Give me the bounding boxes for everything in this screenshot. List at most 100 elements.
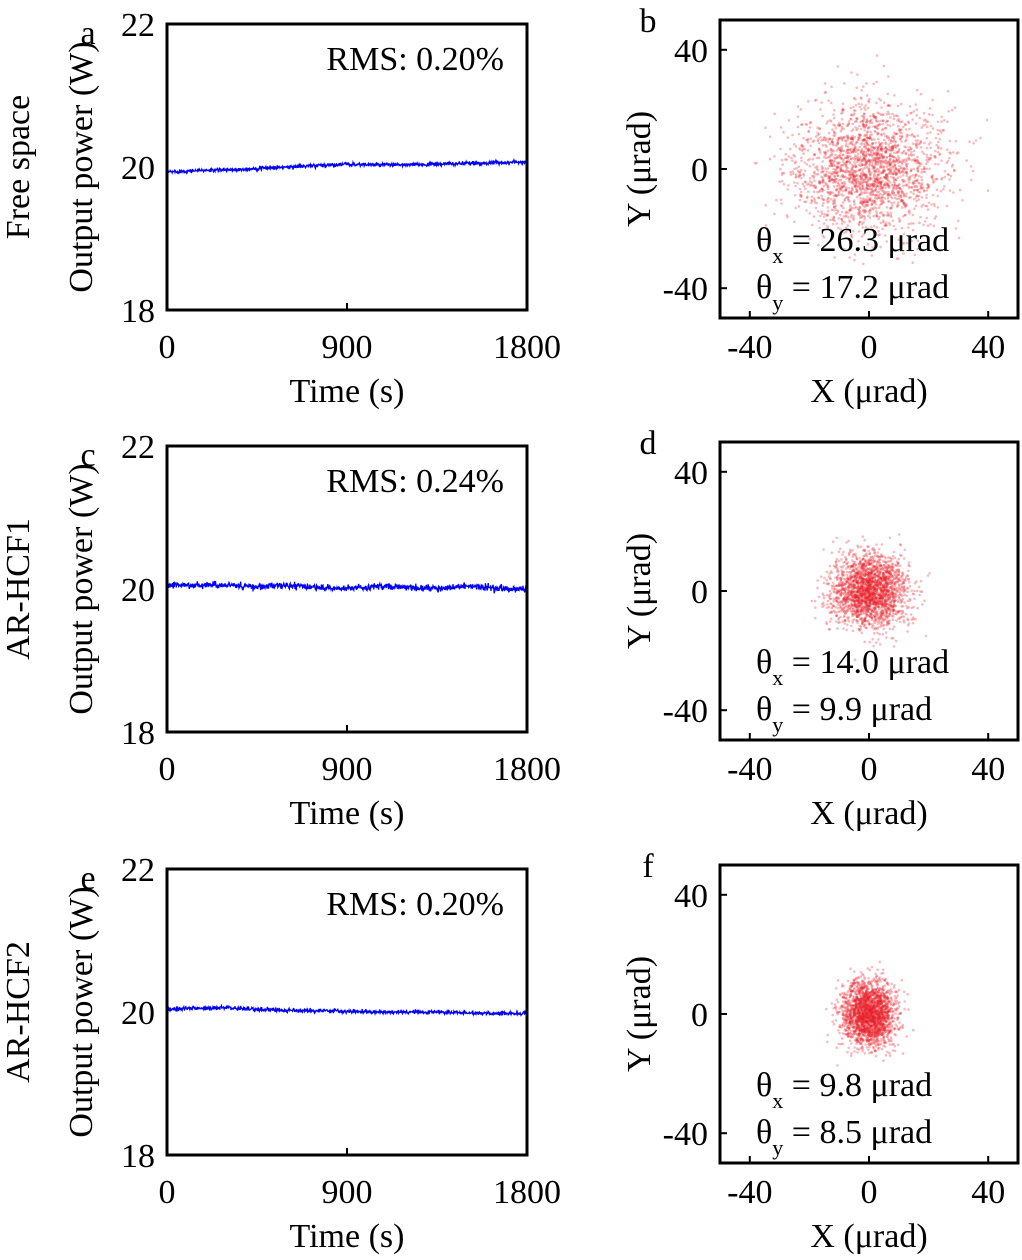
scatter-point	[853, 574, 857, 577]
scatter-point	[897, 149, 900, 153]
scatter-point	[880, 163, 883, 166]
scatter-point	[867, 591, 871, 595]
scatter-point	[895, 114, 898, 117]
scatter-point	[793, 161, 797, 165]
scatter-point	[900, 128, 903, 131]
scatter-point	[883, 176, 887, 179]
scatter-point	[903, 145, 906, 148]
scatter-point	[972, 142, 975, 145]
scatter-point	[921, 603, 924, 606]
scatter-point	[805, 138, 808, 142]
scatter-point	[842, 127, 845, 130]
scatter-point	[924, 634, 928, 638]
scatter-point	[875, 159, 878, 163]
scatter-point	[839, 146, 843, 149]
scatter-point	[910, 186, 914, 189]
scatter-point	[847, 159, 850, 162]
scatter-point	[874, 162, 878, 166]
scatter-point	[799, 108, 803, 111]
scatter-point	[826, 167, 830, 170]
scatter-point	[899, 166, 903, 169]
scatter-point	[870, 188, 874, 192]
scatter-point	[869, 152, 873, 155]
scatter-point	[856, 155, 859, 158]
scatter-point	[834, 605, 837, 609]
scatter-point	[871, 142, 874, 145]
scatter-point	[930, 176, 934, 180]
scatter-point	[860, 597, 864, 600]
scatter-point	[855, 184, 858, 187]
scatter-point	[892, 159, 895, 162]
scatter-point	[906, 606, 909, 610]
scatter-point	[855, 86, 858, 89]
scatter-point	[919, 146, 923, 149]
scatter-point	[886, 211, 889, 214]
scatter-point	[925, 186, 929, 190]
scatter-point	[867, 99, 870, 102]
scatter-point	[899, 200, 903, 203]
scatter-point	[953, 106, 957, 109]
scatter-point	[841, 149, 844, 152]
scatter-point	[889, 141, 892, 144]
scatter-point	[892, 172, 895, 176]
scatter-point	[919, 184, 923, 188]
scatter-point	[876, 181, 879, 185]
scatter-point	[894, 610, 898, 613]
scatter-point	[849, 141, 852, 144]
scatter-point	[859, 613, 862, 616]
scatter-point	[852, 109, 856, 112]
scatter-point	[850, 624, 853, 628]
scatter-point	[852, 618, 856, 621]
scatter-point	[810, 181, 814, 184]
scatter-point	[841, 592, 845, 595]
scatter-point	[951, 151, 955, 154]
scatter-point	[842, 615, 846, 619]
scatter-point	[931, 98, 934, 102]
scatter-point	[891, 219, 895, 223]
scatter-point	[813, 186, 817, 190]
scatter-point	[888, 163, 892, 167]
scatter-point	[882, 201, 886, 204]
scatter-point	[906, 617, 909, 621]
scatter-point	[859, 188, 863, 192]
scatter-point	[907, 580, 911, 584]
scatter-point	[807, 130, 810, 134]
scatter-point	[890, 183, 894, 187]
scatter-point	[885, 190, 888, 194]
scatter-point	[856, 149, 859, 152]
scatter-point	[868, 552, 872, 555]
scatter-point	[888, 578, 891, 581]
x-tick-label: -40	[727, 329, 772, 366]
scatter-point	[882, 220, 885, 224]
scatter-point	[853, 155, 857, 159]
scatter-point	[834, 144, 837, 147]
y-tick-label: 20	[121, 150, 155, 187]
scatter-point	[832, 156, 836, 159]
scatter-point	[780, 202, 783, 205]
scatter-point	[911, 261, 914, 265]
scatter-point	[873, 594, 877, 597]
scatter-point	[799, 148, 802, 151]
scatter-point	[892, 155, 896, 159]
scatter-point	[805, 163, 809, 166]
scatter-point	[853, 253, 857, 256]
scatter-point	[824, 90, 828, 94]
scatter-point	[773, 112, 776, 116]
scatter-point	[838, 154, 841, 158]
scatter-point	[828, 171, 831, 174]
scatter-point	[888, 586, 891, 589]
scatter-point	[875, 126, 879, 130]
scatter-point	[891, 190, 894, 194]
scatter-point	[899, 579, 902, 582]
scatter-point	[876, 590, 879, 594]
scatter-point	[915, 161, 918, 165]
scatter-point	[936, 151, 940, 154]
scatter-point	[877, 605, 880, 609]
scatter-point	[861, 119, 865, 123]
scatter-point	[895, 159, 898, 162]
scatter-point	[884, 134, 887, 138]
scatter-point	[832, 584, 835, 587]
scatter-point	[863, 163, 867, 167]
scatter-point	[831, 222, 835, 226]
